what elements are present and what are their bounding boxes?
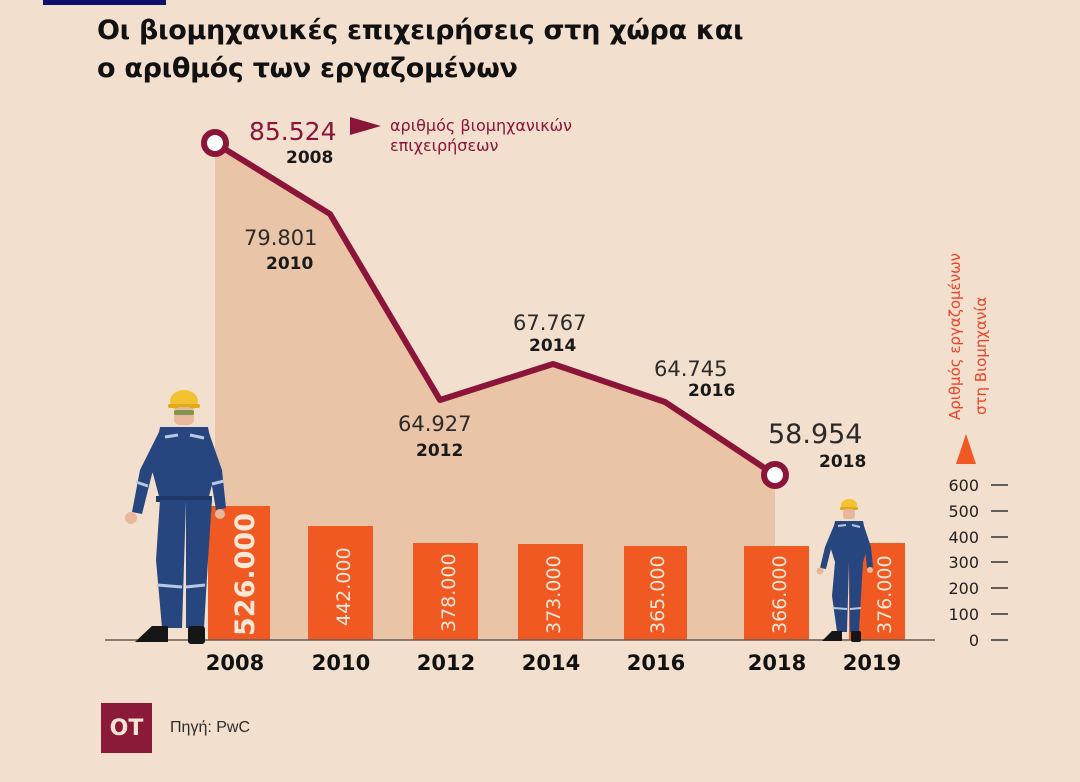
- marker-2008: [201, 129, 229, 157]
- bar-label-2019: 376.000: [874, 555, 896, 634]
- line-value-2012: 64.927: [398, 412, 471, 436]
- axis-up-triangle-icon: [956, 434, 976, 464]
- footer: OT Πηγή: PwC: [101, 703, 250, 753]
- x-label-2014: 2014: [522, 651, 580, 675]
- line-value-2008: 85.524: [249, 117, 336, 146]
- y-tick-300: 300: [948, 553, 979, 572]
- worker-illustration-large: [125, 390, 226, 644]
- bar-2016: [624, 546, 687, 640]
- y-tick-500: 500: [948, 502, 979, 521]
- line-year-2016: 2016: [688, 381, 735, 401]
- bar-label-2016: 365.000: [647, 555, 669, 634]
- x-label-2012: 2012: [417, 651, 475, 675]
- x-label-2008: 2008: [206, 651, 264, 675]
- bar-2012: [413, 543, 478, 640]
- line-value-2014: 67.767: [513, 311, 586, 335]
- bar-2014: [518, 544, 583, 640]
- worker-illustration-small: [816, 499, 873, 642]
- bar-label-2018: 366.000: [769, 555, 791, 634]
- legend-triangle-icon: [350, 117, 381, 135]
- line-value-2018: 58.954: [768, 419, 862, 450]
- line-year-2018: 2018: [819, 452, 866, 472]
- bar-label-2008: 526.000: [230, 513, 261, 636]
- y-axis-ticks: 600 500 400 300 200 100 0: [948, 476, 1008, 650]
- marker-2018: [761, 461, 789, 489]
- bar-label-2012: 378.000: [438, 553, 460, 632]
- line-area-fill: [215, 143, 775, 640]
- bar-2018: [744, 546, 809, 640]
- source-credit: Πηγή: PwC: [170, 719, 251, 736]
- top-accent-bar: [43, 0, 166, 5]
- y-tick-200: 200: [948, 579, 979, 598]
- y-tick-0: 0: [969, 631, 979, 650]
- x-label-2016: 2016: [627, 651, 685, 675]
- y-axis-title-2: στη Βιομηχανία: [972, 297, 990, 415]
- bar-label-2014: 373.000: [543, 555, 565, 634]
- line-year-2012: 2012: [416, 441, 463, 461]
- legend-line-label-1: αριθμός βιομηχανικών: [390, 116, 572, 135]
- y-tick-100: 100: [948, 605, 979, 624]
- bar-label-2010: 442.000: [333, 547, 355, 626]
- x-label-2018: 2018: [748, 651, 806, 675]
- legend-line-label-2: επιχειρήσεων: [390, 136, 498, 155]
- x-label-2010: 2010: [312, 651, 370, 675]
- y-tick-600: 600: [948, 476, 979, 495]
- line-year-2008: 2008: [286, 148, 333, 168]
- title-line-1: Οι βιομηχανικές επιχειρήσεις στη χώρα κα…: [97, 15, 744, 46]
- line-value-2016: 64.745: [654, 357, 727, 381]
- line-value-2010: 79.801: [244, 226, 317, 250]
- x-label-2019: 2019: [843, 651, 901, 675]
- bar-2010: [308, 526, 373, 640]
- title-line-2: ο αριθμός των εργαζομένων: [97, 53, 518, 84]
- line-series-businesses: [213, 140, 777, 478]
- y-tick-400: 400: [948, 528, 979, 547]
- ot-logo: OT: [101, 703, 152, 753]
- bar-2008: [208, 506, 270, 640]
- line-year-2014: 2014: [529, 336, 576, 356]
- bar-series: [208, 506, 905, 640]
- y-axis-title-1: Αριθμός εργαζομένων: [946, 253, 964, 420]
- line-year-2010: 2010: [266, 254, 313, 274]
- chart-title: Οι βιομηχανικές επιχειρήσεις στη χώρα κα…: [97, 12, 744, 88]
